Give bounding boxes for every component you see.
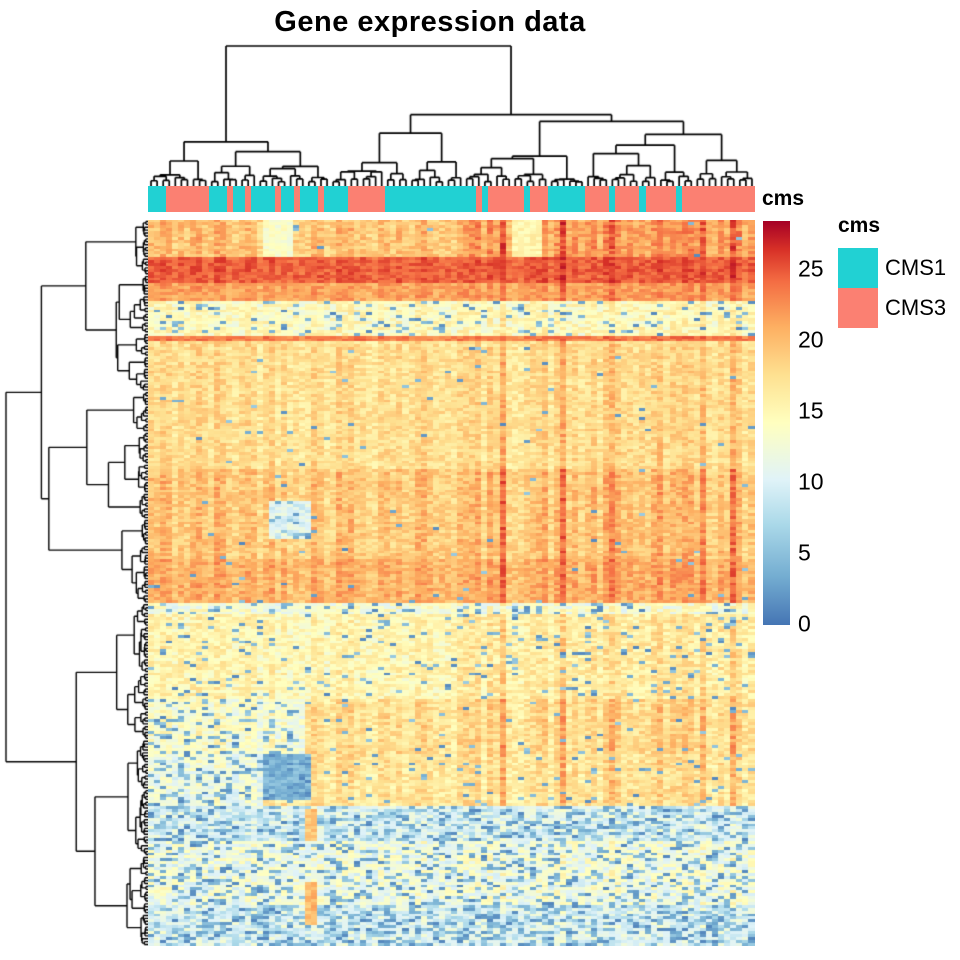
legend-item-cms3: CMS3	[838, 288, 958, 328]
legend-label-cms3: CMS3	[885, 295, 947, 320]
annotation-run-cms3	[487, 186, 525, 212]
annotation-run-cms3	[317, 186, 324, 212]
annotation-run-cms3	[226, 186, 233, 212]
annotation-run-cms3	[348, 186, 385, 212]
annotation-run-cms1	[481, 186, 488, 212]
annotation-track-label: cms	[762, 187, 805, 210]
annotation-run-cms1	[609, 186, 616, 212]
annotation-run-cms3	[681, 186, 755, 212]
annotation-run-cms1	[639, 186, 646, 212]
annotation-run-cms1	[384, 186, 476, 212]
cms3-swatch	[838, 288, 878, 328]
annotation-run-cms1	[148, 186, 167, 212]
annotation-run-cms1	[524, 186, 531, 212]
annotation-run-cms1	[548, 186, 585, 212]
annotation-run-cms1	[232, 186, 246, 212]
annotation-run-cms1	[281, 186, 294, 212]
colorbar-tick-10: 10	[798, 468, 824, 495]
annotation-run-cms1	[323, 186, 349, 212]
column-dendrogram	[148, 44, 755, 186]
colorbar-tick-20: 20	[798, 326, 824, 353]
annotation-run-cms3	[615, 186, 640, 212]
colorbar-tick-15: 15	[798, 397, 824, 424]
column-annotation-bar	[148, 186, 755, 212]
colorbar-tick-0: 0	[798, 610, 811, 637]
annotation-run-cms3	[275, 186, 282, 212]
annotation-run-cms3	[245, 186, 252, 212]
annotation-run-cms3	[645, 186, 676, 212]
annotation-run-cms3	[166, 186, 209, 212]
chart-title: Gene expression data	[274, 6, 586, 38]
annotation-run-cms3	[584, 186, 610, 212]
colorbar-tick-25: 25	[798, 255, 824, 282]
row-dendrogram	[4, 220, 148, 946]
annotation-run-cms1	[251, 186, 276, 212]
cms1-swatch	[838, 248, 878, 288]
annotation-run-cms1	[299, 186, 318, 212]
cms-legend: cms CMS1 CMS3	[838, 214, 958, 328]
legend-item-cms1: CMS1	[838, 248, 958, 288]
annotation-run-cms1	[675, 186, 682, 212]
colorbar-gradient	[763, 221, 790, 625]
annotation-run-cms3	[530, 186, 549, 212]
colorbar-tick-5: 5	[798, 539, 811, 566]
annotation-run-cms1	[208, 186, 227, 212]
colorbar-ticks: 25 20 15 10 5 0	[798, 221, 858, 634]
legend-title: cms	[838, 214, 881, 237]
legend-label-cms1: CMS1	[885, 255, 947, 280]
heatmap-canvas	[148, 220, 755, 946]
annotation-run-cms3	[293, 186, 300, 212]
annotation-run-cms3	[475, 186, 482, 212]
